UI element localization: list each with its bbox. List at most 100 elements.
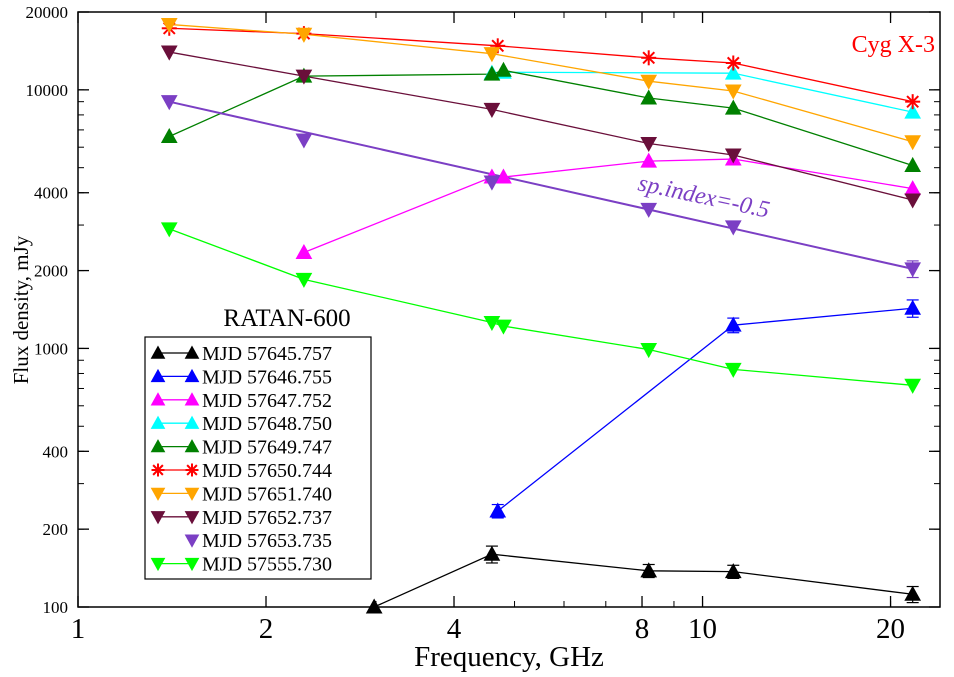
data-point (904, 378, 922, 394)
data-point (483, 545, 501, 561)
legend-label: MJD 57648.750 (202, 413, 332, 435)
legend-item: MJD 57651.740 (150, 483, 332, 505)
legend-marker (150, 439, 166, 453)
legend-item: MJD 57646.755 (150, 366, 332, 388)
legend-item: MJD 57652.737 (150, 507, 332, 529)
data-point (904, 262, 922, 278)
legend-marker (184, 415, 200, 429)
data-point (724, 84, 742, 100)
plot-frame (77, 11, 941, 608)
legend-marker (150, 557, 166, 572)
y-tick-label: 20000 (26, 3, 69, 22)
legend-marker (184, 368, 200, 383)
legend-label: MJD 57646.755 (202, 366, 332, 388)
y-tick-label: 200 (43, 520, 69, 539)
legend-item: MJD 57648.750 (150, 413, 332, 435)
data-point (724, 148, 742, 164)
data-point (483, 102, 501, 118)
legend-item: MJD 57645.757 (150, 343, 332, 365)
legend-label: MJD 57653.735 (202, 530, 332, 552)
legend-marker (184, 439, 200, 453)
data-point (640, 343, 658, 359)
legend-marker (185, 463, 199, 477)
series-line-7 (169, 51, 913, 201)
data-point (160, 17, 178, 33)
data-point (724, 362, 742, 378)
legend-marker (150, 368, 166, 383)
data-point (640, 137, 658, 153)
data-point (295, 69, 313, 85)
data-point (724, 563, 742, 579)
data-point (160, 222, 178, 238)
legend-marker (184, 345, 200, 359)
legend-marker (184, 557, 200, 572)
legend-box (144, 336, 372, 580)
data-point (640, 202, 658, 218)
legend-label: MJD 57647.752 (202, 390, 332, 412)
x-tick-label: 20 (876, 613, 905, 645)
data-point (160, 127, 178, 144)
data-point (295, 133, 313, 149)
data-point (904, 585, 922, 601)
x-tick-label: 2 (259, 613, 274, 645)
legend-item: MJD 57649.747 (150, 437, 332, 459)
series-markers (160, 17, 922, 614)
series-line-6 (169, 23, 913, 143)
legend-marker (150, 511, 166, 525)
x-tick-label: 4 (447, 613, 462, 645)
legend-marker (150, 345, 166, 359)
legend-marker (150, 392, 166, 406)
y-tick-label: 4000 (34, 184, 68, 203)
data-point (640, 74, 658, 90)
series-line-2 (303, 158, 913, 254)
data-point (904, 156, 922, 172)
data-point (904, 103, 922, 119)
legend-item: MJD 57653.735 (184, 530, 332, 552)
legend-marker (150, 487, 166, 501)
data-point (160, 95, 178, 111)
legend-marker (184, 511, 200, 525)
y-tick-label: 2000 (34, 262, 68, 281)
legend-marker (184, 392, 200, 406)
y-tick-label: 400 (43, 442, 69, 461)
data-point (495, 61, 512, 77)
legend-marker (184, 534, 200, 548)
y-tick-label: 10000 (26, 81, 69, 100)
y-axis-title: Flux density, mJy (9, 235, 33, 384)
data-point (489, 502, 507, 518)
data-point (725, 55, 741, 71)
data-point (724, 316, 742, 332)
data-point (724, 64, 742, 80)
data-point (904, 193, 922, 209)
legend-label: MJD 57555.730 (202, 554, 332, 576)
data-point (904, 135, 922, 151)
legend-marker (184, 487, 200, 501)
data-point (640, 152, 658, 168)
legend-label: MJD 57645.757 (202, 343, 332, 365)
data-point (724, 220, 742, 236)
legend-label: MJD 57649.747 (202, 437, 332, 459)
legend-title: RATAN-600 (223, 305, 350, 332)
data-point (641, 50, 657, 66)
data-point (295, 243, 313, 259)
legend-marker (151, 463, 165, 477)
data-point (495, 319, 512, 335)
legend-marker (150, 415, 166, 429)
data-point (295, 272, 313, 288)
legend-label: MJD 57651.740 (202, 483, 332, 505)
x-tick-label: 1 (71, 613, 86, 645)
legend-item: MJD 57647.752 (150, 390, 332, 412)
data-point (724, 99, 742, 115)
data-point (904, 299, 922, 315)
data-point (483, 47, 501, 63)
data-point (640, 89, 658, 105)
y-tick-label: 1000 (34, 339, 68, 358)
axes: 1 2 4 8 10 20 100 200 400 1000 2000 4000 10000 20000 (26, 3, 940, 645)
x-tick-label: 10 (688, 613, 717, 645)
legend-item: MJD 57555.730 (150, 554, 332, 576)
data-point (483, 175, 501, 191)
